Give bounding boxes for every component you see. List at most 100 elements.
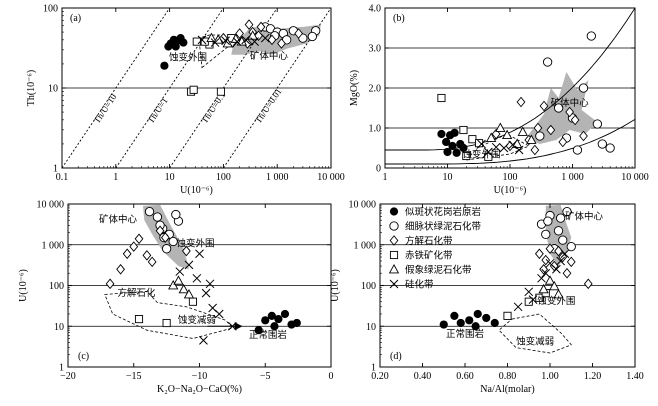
legend-marker-calcite	[389, 235, 399, 246]
annotation-label: 蚀变外围	[169, 52, 207, 64]
data-point-granite	[437, 129, 446, 139]
data-point-chlorite	[562, 206, 572, 217]
alteration-outline	[104, 290, 234, 339]
data-point-pseudo	[486, 132, 497, 142]
x-tick-label: 100	[216, 172, 231, 183]
data-point-chlorite	[572, 145, 583, 155]
x-tick-label: 1 000	[561, 172, 584, 183]
data-point-chlorite	[586, 31, 596, 41]
y-tick-label: 100	[49, 281, 64, 292]
data-point-hematite	[524, 297, 533, 306]
data-point-chlorite	[168, 236, 178, 247]
legend-marker-pseudo	[388, 263, 400, 274]
x-tick-label: 10	[165, 172, 175, 183]
series-calcite	[105, 225, 191, 290]
data-point-calcite	[554, 245, 563, 257]
data-point-silica	[491, 142, 501, 152]
data-point-silica	[499, 143, 509, 153]
plot-area-b	[385, 8, 635, 165]
data-point-hematite	[475, 139, 484, 148]
annotation-label: 矿体中心	[551, 97, 590, 109]
legend-marker-silica	[389, 279, 399, 289]
y-tick-label: 100	[43, 4, 58, 15]
data-point-silica	[541, 268, 551, 278]
data-point-hematite	[503, 311, 512, 320]
annotation-label: 矿体中心	[99, 214, 138, 226]
figure-layer: Th/U=10 Th/U=1 Th/U=0.1 Th/U=0.01蚀变外围矿体中心 0.…	[18, 4, 649, 396]
data-point-hematite	[134, 315, 144, 324]
x-tick-label: 100	[503, 172, 518, 183]
series-calcite	[534, 243, 593, 290]
data-point-granite	[482, 313, 491, 323]
data-point-calcite	[277, 38, 286, 49]
data-point-pseudo	[501, 129, 513, 140]
x-tick-label: 0.1	[56, 172, 69, 183]
data-point-calcite	[267, 34, 277, 46]
data-point-pseudo	[549, 280, 560, 291]
series-chlorite	[260, 22, 321, 45]
data-point-calcite	[155, 225, 165, 237]
data-point-chlorite	[542, 57, 553, 67]
legend-item-silica: 硅化带	[389, 279, 434, 291]
series-chlorite	[535, 31, 615, 155]
data-point-calcite	[565, 106, 575, 118]
panel-label: (d)	[390, 351, 402, 362]
y-tick-label: 1	[371, 363, 376, 374]
data-point-silica	[241, 35, 251, 45]
data-point-hematite	[216, 87, 225, 96]
x-tick-label: −10	[192, 371, 208, 382]
envelope-lower-curve	[385, 119, 635, 165]
data-point-chlorite	[553, 103, 564, 113]
panel-label: (b)	[393, 13, 405, 24]
legend-marker-chlorite	[389, 221, 399, 231]
data-point-hematite	[468, 135, 477, 144]
data-point-silica	[250, 37, 259, 46]
x-tick-label: 1 000	[266, 172, 289, 183]
x-tick-label: 1.00	[541, 371, 559, 382]
x-axis-label: U(10⁻⁶)	[180, 185, 213, 196]
data-point-silica	[192, 273, 202, 283]
data-point-granite	[171, 42, 180, 51]
data-point-hematite	[484, 152, 493, 161]
data-point-silica	[201, 288, 211, 298]
th-u-ratio-line	[62, 8, 170, 168]
annotation-label: 方解石化	[117, 287, 156, 299]
plot-area-a: Th/U=10 Th/U=1 Th/U=0.1 Th/U=0.01	[62, 8, 331, 168]
y-tick-label: 10 000	[349, 200, 377, 211]
data-point-chlorite	[558, 235, 568, 245]
data-point-silica	[199, 336, 208, 345]
data-point-chlorite	[597, 139, 607, 149]
legend-label: 方解石化带	[405, 235, 453, 247]
data-point-chlorite	[592, 119, 603, 129]
data-point-chlorite	[553, 226, 564, 236]
series-granite	[439, 309, 499, 331]
legend-label: 细脉状绿泥石化带	[405, 221, 482, 233]
data-point-silica	[528, 295, 538, 304]
data-point-granite	[261, 316, 270, 325]
data-point-calcite	[539, 100, 549, 112]
data-point-calcite	[254, 30, 263, 42]
data-point-chlorite	[307, 31, 317, 42]
data-point-chlorite	[555, 213, 566, 223]
data-point-calcite	[546, 124, 556, 136]
data-point-pseudo	[526, 134, 537, 144]
data-point-calcite	[105, 278, 115, 290]
data-point-granite	[254, 326, 263, 335]
data-point-silica	[508, 140, 517, 150]
data-point-calcite	[122, 248, 132, 260]
y-tick-label: 2.0	[369, 84, 382, 95]
x-tick-label: −20	[60, 371, 76, 382]
data-point-calcite	[294, 28, 303, 39]
data-point-chlorite	[578, 83, 589, 93]
data-point-silica	[210, 38, 220, 47]
data-point-chlorite	[144, 206, 155, 217]
x-tick-label: 0.60	[456, 371, 474, 382]
data-point-granite	[456, 318, 465, 328]
data-point-calcite	[558, 136, 568, 148]
y-tick-label: 100	[361, 281, 376, 292]
data-point-chlorite	[152, 212, 163, 222]
